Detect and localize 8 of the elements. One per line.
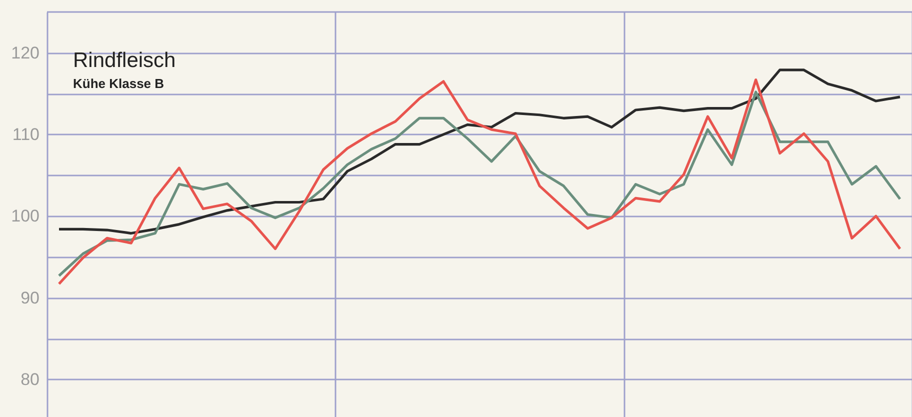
text: Kühe Klasse B bbox=[73, 76, 164, 91]
text: Rindfleisch bbox=[73, 49, 176, 72]
y-tick-label: 120 bbox=[11, 43, 40, 62]
y-tick-label: 80 bbox=[20, 370, 40, 389]
y-tick-label: 100 bbox=[11, 206, 40, 226]
line-series bbox=[58, 68, 902, 235]
y-tick-label: 110 bbox=[12, 124, 40, 144]
y-tick-label: 90 bbox=[20, 288, 40, 308]
